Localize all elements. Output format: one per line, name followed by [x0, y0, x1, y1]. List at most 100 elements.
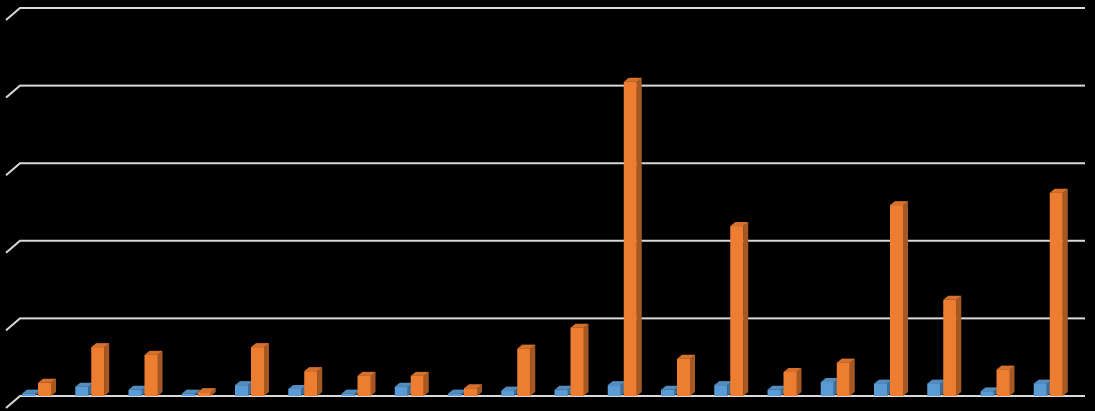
- bar-side: [1009, 365, 1015, 396]
- bar: [38, 382, 51, 396]
- bar-top: [820, 378, 839, 383]
- bar: [677, 358, 690, 396]
- bar: [144, 354, 158, 396]
- bar: [91, 347, 105, 396]
- bar-top: [623, 77, 642, 82]
- bar-side: [317, 367, 323, 396]
- bar-top: [251, 343, 269, 348]
- bar-top: [927, 379, 946, 384]
- bar-top: [874, 379, 892, 384]
- bar-top: [22, 389, 40, 394]
- bar-top: [288, 385, 307, 390]
- bar-top: [890, 201, 908, 206]
- bar-side: [796, 367, 802, 396]
- bar-top: [181, 389, 200, 394]
- grid-line: [5, 84, 1085, 99]
- bar: [181, 393, 195, 396]
- bar: [128, 389, 142, 396]
- grid-line: [5, 239, 1085, 254]
- bar-side: [157, 350, 163, 396]
- bar: [251, 347, 264, 396]
- bar: [623, 81, 637, 396]
- bar: [1033, 383, 1047, 396]
- bar: [448, 393, 461, 396]
- bar-top: [570, 323, 589, 328]
- grid-line: [5, 162, 1085, 176]
- bar-side: [530, 344, 536, 396]
- bar: [783, 371, 797, 396]
- bar: [554, 389, 568, 396]
- bar-top: [341, 389, 360, 394]
- bar: [394, 386, 408, 396]
- grid-line: [5, 395, 1085, 409]
- bar: [890, 205, 903, 396]
- bar: [836, 362, 850, 396]
- bar-side: [903, 201, 908, 396]
- bar-top: [677, 354, 695, 359]
- bar-top: [767, 385, 786, 390]
- bar-side: [264, 343, 269, 396]
- bar-top: [501, 386, 520, 391]
- bar-top: [980, 387, 999, 392]
- bar-top: [943, 295, 962, 300]
- grid-line: [5, 7, 1085, 21]
- bar-top: [448, 389, 466, 394]
- bar: [767, 389, 781, 396]
- bar-top: [464, 384, 482, 389]
- bar: [75, 386, 89, 396]
- bar-top: [75, 382, 94, 387]
- bar-side: [1062, 188, 1068, 396]
- bar-side: [849, 358, 855, 396]
- bar-side: [583, 323, 589, 396]
- bar-top: [1033, 379, 1052, 384]
- bar: [996, 369, 1010, 396]
- bar: [341, 393, 355, 396]
- bar: [501, 390, 515, 396]
- bar-side: [370, 371, 376, 396]
- bar-top: [783, 367, 802, 372]
- bar-top: [235, 381, 253, 386]
- bar: [820, 382, 834, 396]
- bar: [197, 392, 211, 396]
- bar-top: [996, 365, 1015, 370]
- bar: [943, 299, 957, 396]
- bar: [235, 385, 248, 396]
- bar: [304, 371, 318, 396]
- bar-side: [51, 378, 56, 396]
- bar: [1049, 192, 1063, 396]
- bar: [607, 385, 621, 396]
- bar-side: [477, 384, 482, 396]
- bar-top: [128, 385, 147, 390]
- bar: [980, 391, 994, 396]
- bar-top: [144, 350, 163, 355]
- bar-top: [38, 378, 56, 383]
- bar-side: [210, 388, 216, 396]
- bar-top: [197, 388, 216, 393]
- bar: [714, 385, 728, 396]
- bar-top: [304, 367, 323, 372]
- bar: [22, 393, 35, 396]
- bar-top: [554, 385, 573, 390]
- bar: [288, 389, 302, 396]
- bar: [464, 388, 477, 396]
- bar-top: [357, 371, 376, 376]
- bar-top: [517, 344, 536, 349]
- bar-top: [91, 343, 110, 348]
- bar-top: [410, 371, 429, 376]
- bar-side: [194, 389, 200, 396]
- bar-top: [714, 381, 733, 386]
- bar: [730, 226, 744, 396]
- grid-line: [5, 317, 1085, 332]
- bar: [661, 389, 674, 396]
- bar-side: [956, 295, 962, 396]
- bar-side: [104, 343, 110, 396]
- bar-side: [423, 371, 429, 396]
- bar-top: [394, 382, 413, 387]
- bar: [357, 375, 371, 396]
- bar: [927, 383, 941, 396]
- bar-side: [743, 222, 749, 396]
- bar-top: [1049, 188, 1068, 193]
- bar: [874, 383, 887, 396]
